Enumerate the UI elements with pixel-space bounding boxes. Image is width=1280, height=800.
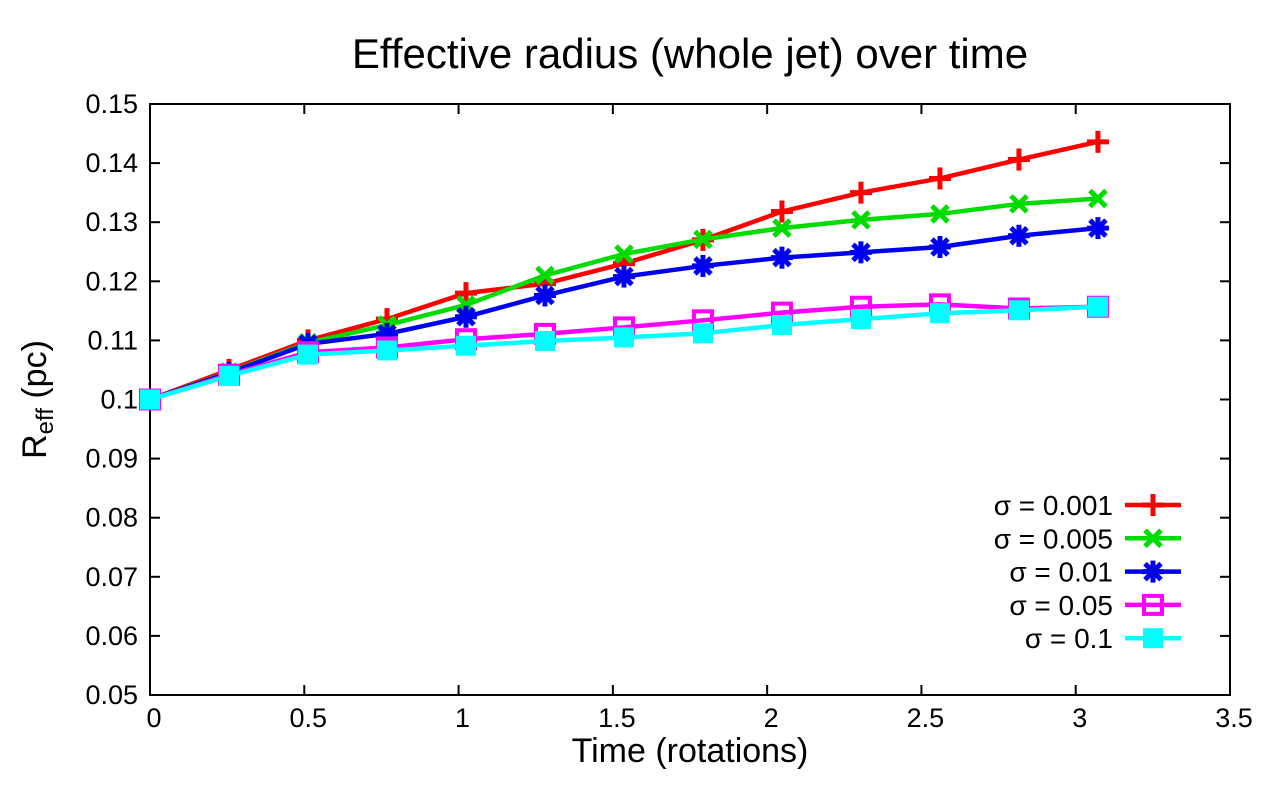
- y-tick-label: 0.11: [87, 325, 138, 355]
- x-tick-label: 2.5: [907, 703, 945, 733]
- x-tick-label: 3: [1072, 703, 1087, 733]
- legend-label: σ = 0.001: [994, 490, 1113, 521]
- y-tick-label: 0.06: [85, 621, 138, 651]
- y-tick-label: 0.15: [85, 89, 138, 119]
- axis-ticks: 0 0.5 1 1.5 2 2.5 3 3.5 0.05 0.06 0.07 0.08 0.09 0.1 0…: [85, 89, 1252, 733]
- legend-marker: [1142, 494, 1164, 516]
- x-tick-label: 1.5: [598, 703, 636, 733]
- legend-item: σ = 0.1: [1025, 623, 1181, 654]
- y-tick-label: 0.05: [85, 680, 138, 710]
- y-tick-label: 0.13: [85, 207, 138, 237]
- y-tick-label: 0.07: [85, 562, 138, 592]
- legend-item: σ = 0.05: [1009, 590, 1181, 621]
- legend-label: σ = 0.01: [1009, 557, 1113, 588]
- x-tick-label: 2: [764, 703, 779, 733]
- x-axis-label: Time (rotations): [572, 732, 809, 770]
- legend-marker: [1143, 628, 1163, 649]
- series-σ-0.1: [140, 296, 1108, 410]
- y-tick-label: 0.14: [85, 148, 138, 178]
- legend-label: σ = 0.005: [994, 523, 1113, 554]
- x-tick-label: 1: [455, 703, 470, 733]
- x-tick-label: 3.5: [1215, 703, 1253, 733]
- x-tick-label: 0: [146, 703, 161, 733]
- legend-marker: [1142, 560, 1164, 583]
- legend-item: σ = 0.01: [1009, 557, 1181, 588]
- y-tick-label: 0.09: [85, 444, 138, 474]
- series-line: [149, 196, 1099, 402]
- y-tick-label: 0.12: [85, 266, 138, 296]
- legend-label: σ = 0.05: [1009, 590, 1113, 621]
- y-tick-label: 0.08: [85, 503, 138, 533]
- legend-marker: [1143, 528, 1163, 549]
- series-markers: [140, 188, 1108, 410]
- legend-marker: [1142, 593, 1164, 616]
- y-tick-label: 0.1: [100, 385, 138, 415]
- y-axis-label: Reff (pc): [16, 340, 59, 459]
- x-tick-label: 0.5: [290, 703, 328, 733]
- chart-title: Effective radius (whole jet) over time: [352, 30, 1028, 77]
- legend-item: σ = 0.001: [994, 490, 1181, 521]
- series-σ-0.005: [140, 188, 1108, 410]
- legend-item: σ = 0.005: [994, 523, 1181, 554]
- series-markers: [140, 296, 1108, 410]
- legend-label: σ = 0.1: [1025, 623, 1113, 654]
